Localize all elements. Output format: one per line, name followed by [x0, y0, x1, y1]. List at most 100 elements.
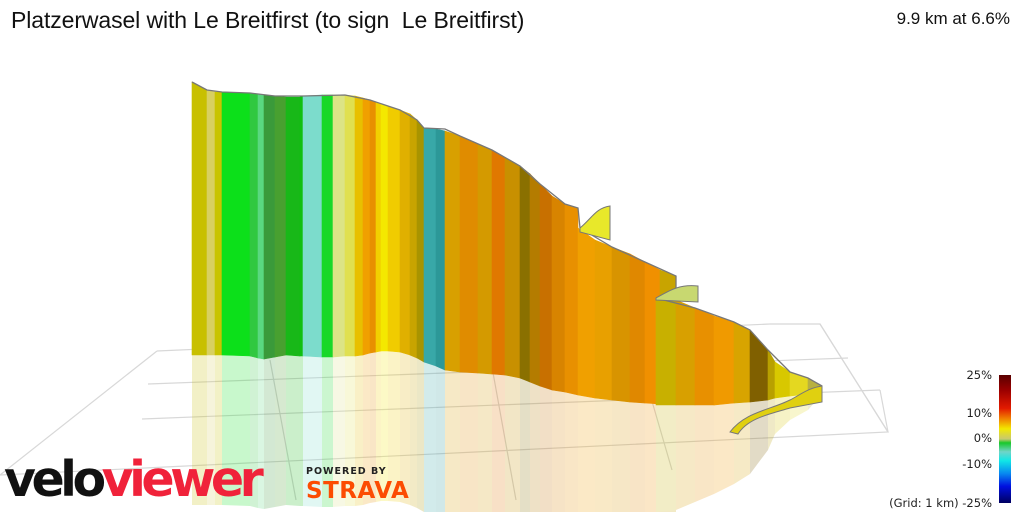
- gradient-segment: [594, 239, 613, 401]
- gradient-segment: [221, 91, 251, 357]
- reflection-segment: [445, 370, 460, 512]
- reflection-segment: [345, 356, 355, 506]
- gradient-segment: [629, 253, 646, 404]
- reflection-segment: [676, 405, 695, 510]
- gradient-segment: [611, 246, 631, 403]
- gradient-segment: [214, 91, 223, 356]
- legend-label-max: 25%: [966, 368, 992, 382]
- gradient-segment: [564, 203, 579, 396]
- legend-label-min: (Grid: 1 km) -25%: [889, 496, 992, 510]
- gradient-segment: [733, 321, 751, 404]
- reflection-segment: [478, 373, 492, 512]
- gradient-segment: [249, 92, 259, 359]
- reflection-segment: [530, 382, 540, 512]
- gradient-segment: [285, 96, 301, 357]
- veloviewer-logo[interactable]: veloviewer: [4, 451, 264, 508]
- reflection-segment: [768, 398, 775, 450]
- reflection-segment: [552, 390, 565, 512]
- gradient-segment: [529, 173, 541, 387]
- gradient-segment: [321, 94, 334, 358]
- reflection-segment: [355, 355, 363, 506]
- reflection-segment: [192, 355, 207, 505]
- reflection-segment: [300, 356, 303, 506]
- legend-label-0: 0%: [973, 431, 992, 445]
- gradient-colorbar: [999, 375, 1011, 503]
- gradient-segment: [302, 94, 323, 358]
- reflection-segment: [505, 375, 520, 512]
- elevation-detail-spur: [579, 205, 611, 241]
- logo-velo: velo: [4, 451, 106, 508]
- page-title: Platzerwasel with Le Breitfirst (to sign…: [11, 7, 525, 33]
- gradient-segment: [416, 119, 425, 363]
- gradient-segment: [435, 128, 446, 371]
- reflection-segment: [388, 351, 400, 502]
- reflection-segment: [275, 355, 286, 507]
- logo-viewer: viewer: [101, 451, 264, 508]
- gradient-segment: [694, 307, 715, 406]
- gradient-segment: [774, 361, 791, 399]
- gradient-segment: [299, 95, 304, 357]
- strava-logo: STRAVA: [306, 478, 410, 504]
- gradient-segment: [459, 135, 479, 374]
- reflection-segment: [540, 386, 552, 512]
- reflection-segment: [660, 404, 676, 512]
- reflection-segment: [381, 351, 388, 501]
- gradient-segment: [274, 95, 287, 358]
- gradient-legend: 25% 10% 0% -10% (Grid: 1 km) -25%: [889, 368, 1018, 512]
- reflection-segment: [565, 392, 578, 512]
- gradient-segment: [675, 299, 696, 406]
- reflection-segment: [286, 355, 300, 506]
- reflection-segment: [410, 355, 417, 508]
- legend-label-neg10: -10%: [962, 457, 992, 471]
- reflection-segment: [333, 356, 345, 507]
- gradient-segment: [713, 315, 735, 406]
- reflection-segment: [436, 366, 445, 512]
- gradient-segment: [767, 348, 776, 401]
- gradient-segment: [655, 297, 677, 406]
- gradient-segment: [375, 101, 382, 353]
- reflection-segment: [695, 405, 714, 502]
- reflection-segment: [656, 405, 676, 512]
- reflection-segment: [215, 355, 222, 505]
- reflection-segment: [258, 358, 264, 509]
- gradient-segment: [206, 89, 216, 356]
- reflection-segment: [520, 378, 530, 512]
- reflection-segment: [424, 362, 436, 512]
- gradient-segment: [477, 143, 493, 375]
- gradient-segment: [191, 81, 208, 356]
- reflection-segment: [264, 357, 275, 509]
- elevation-reflection: [192, 351, 822, 512]
- reflection-segment: [595, 398, 612, 512]
- gradient-segment: [257, 93, 265, 360]
- powered-by-strava[interactable]: POWERED BY STRAVA: [306, 466, 409, 504]
- reflection-segment: [322, 357, 333, 507]
- gradient-segment: [354, 95, 364, 357]
- reflection-segment: [578, 395, 595, 512]
- reflection-segment: [630, 402, 645, 512]
- gradient-segment: [369, 99, 377, 354]
- elevation-detail-spur-2: [655, 285, 699, 303]
- gradient-segment: [387, 105, 401, 353]
- reflection-segment: [363, 353, 370, 505]
- reflection-segment: [400, 352, 410, 505]
- legend-label-10: 10%: [966, 406, 992, 420]
- reflection-segment: [734, 402, 750, 484]
- gradient-segment: [362, 97, 371, 356]
- reflection-segment: [303, 356, 322, 507]
- elevation-end-curl: [729, 385, 823, 435]
- reflection-segment: [492, 374, 505, 512]
- gradient-segment: [399, 109, 411, 356]
- reflection-segment: [370, 352, 376, 503]
- gradient-segment: [344, 94, 356, 357]
- gradient-segment: [423, 127, 437, 367]
- route-summary: 9.9 km at 6.6%: [896, 9, 1010, 28]
- powered-by-label: POWERED BY: [306, 466, 387, 477]
- reflection-segment: [460, 372, 478, 512]
- reflection-segment: [714, 403, 734, 494]
- gradient-segment: [332, 94, 346, 358]
- gradient-segment: [504, 157, 521, 379]
- reflection-segment: [207, 355, 215, 505]
- reflection-segment: [645, 403, 660, 512]
- elevation-outline: [191, 81, 823, 387]
